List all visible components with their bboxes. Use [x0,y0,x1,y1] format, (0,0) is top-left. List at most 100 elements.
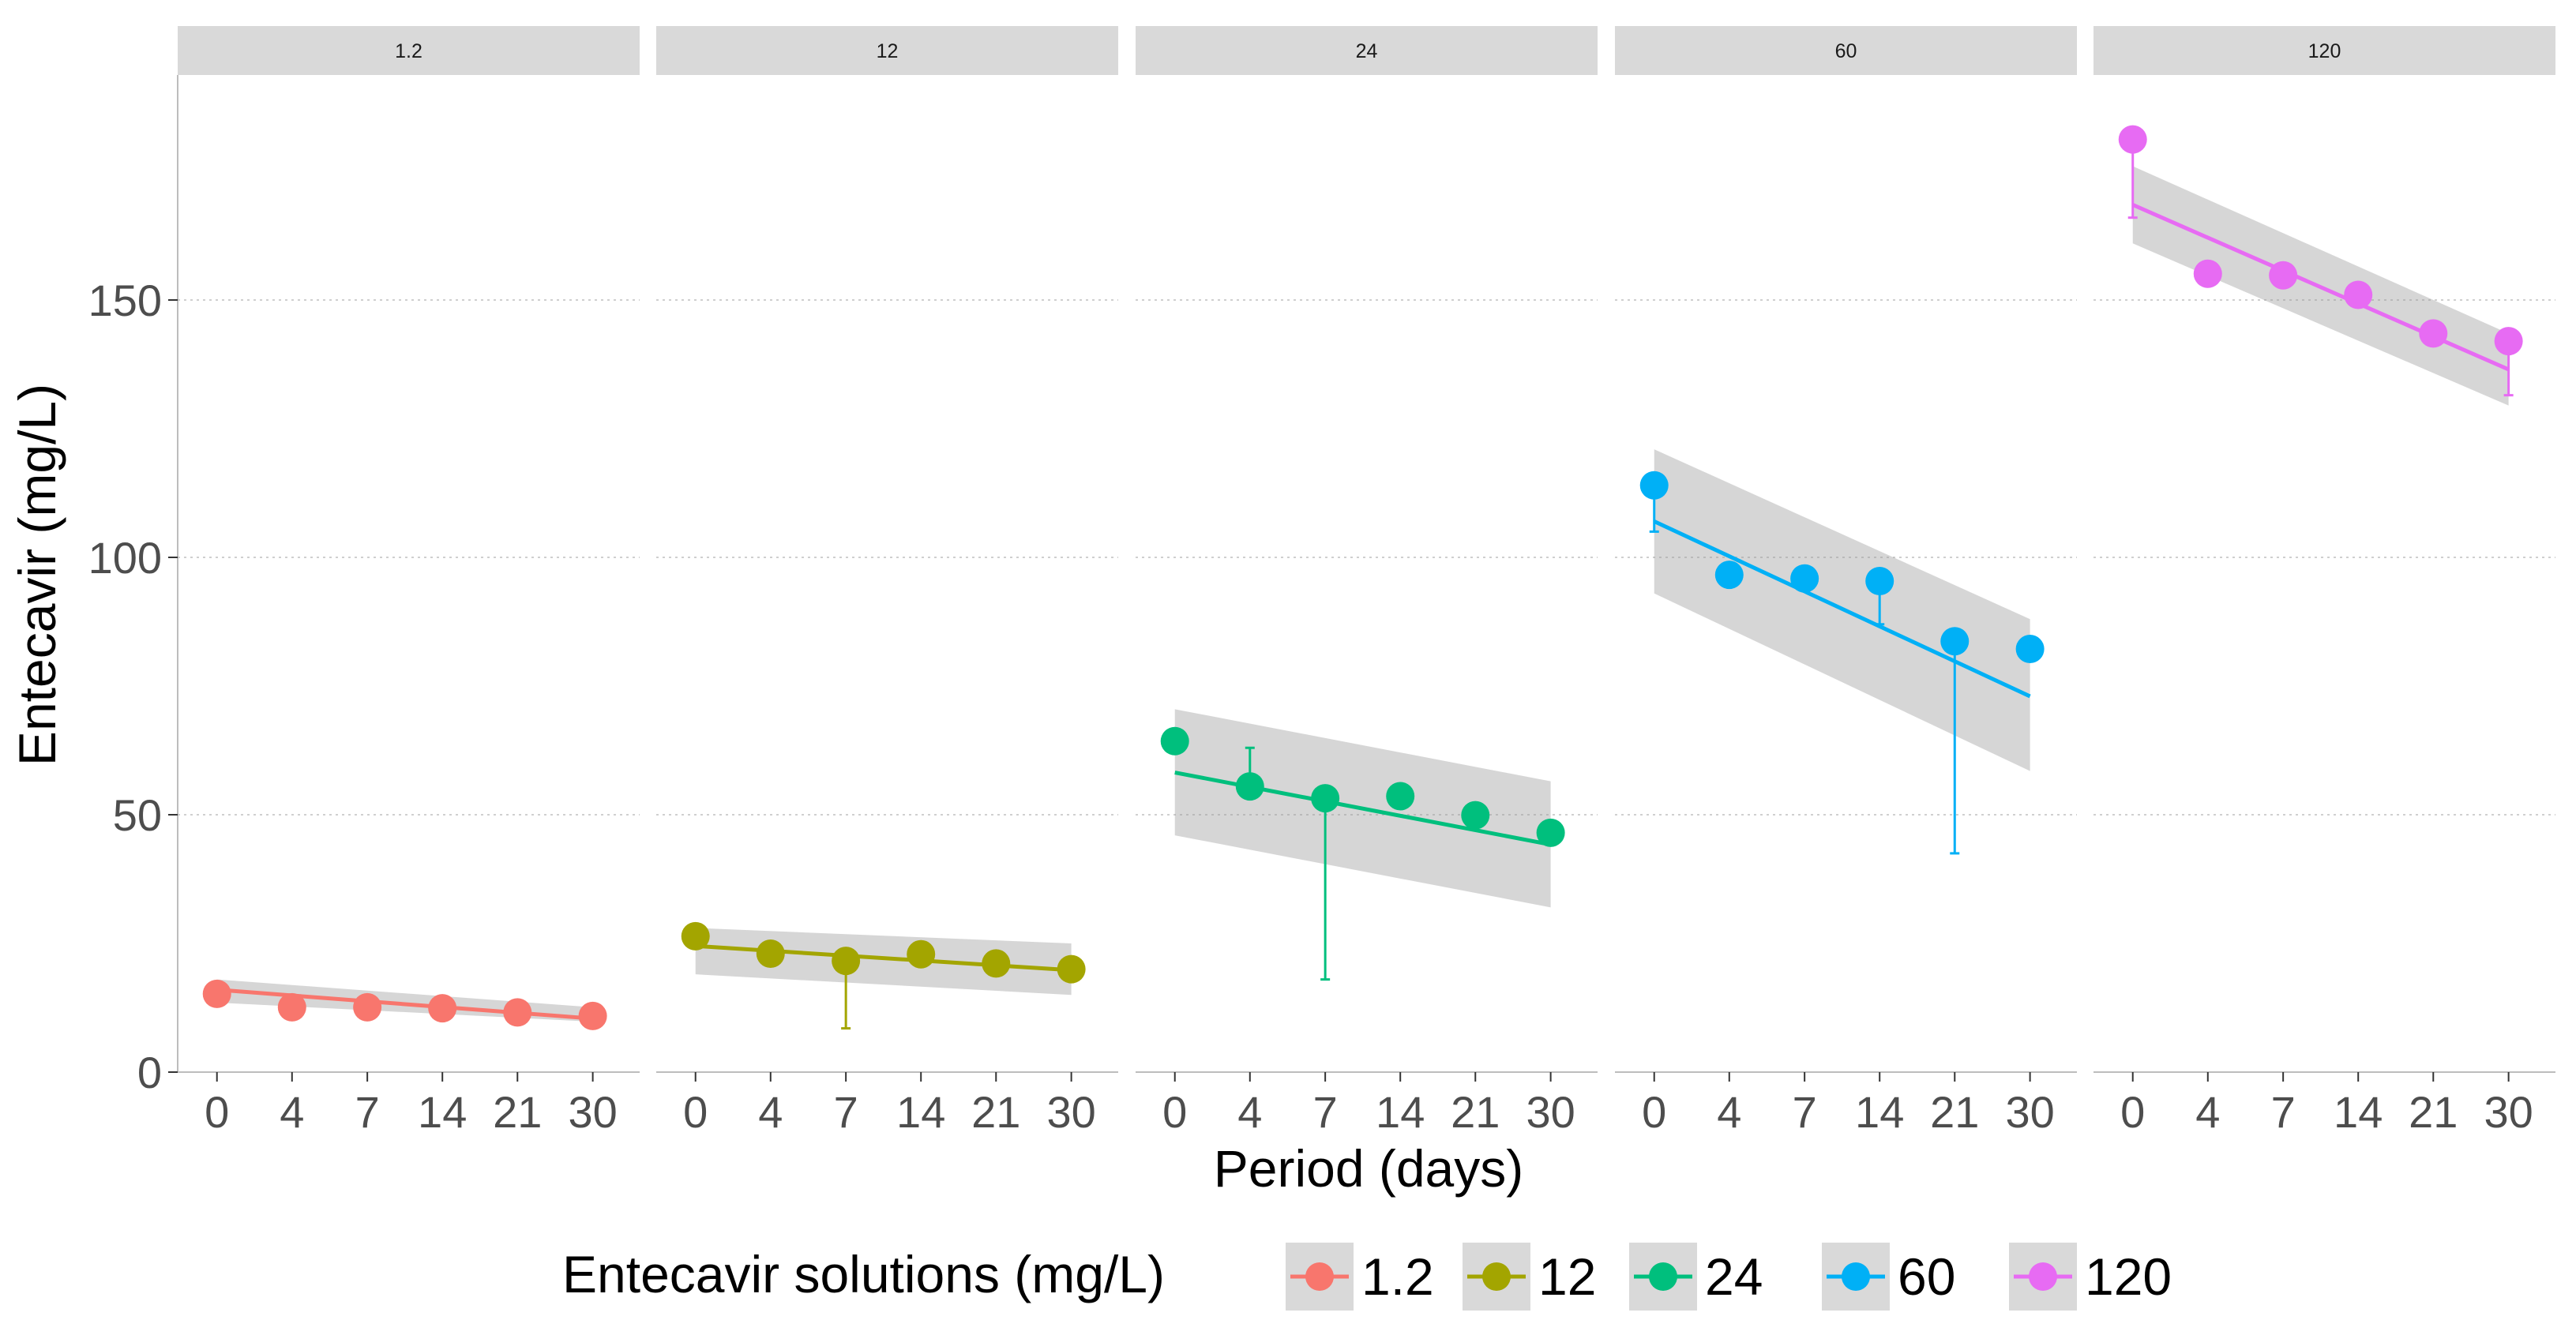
legend-label: 60 [1898,1247,1955,1306]
data-point [2193,259,2222,288]
legend-label: 12 [1538,1247,1596,1306]
data-point [1057,954,1086,984]
x-tick-label: 7 [1793,1087,1817,1137]
data-point [2269,261,2298,290]
data-point [1386,782,1415,811]
data-point [681,921,710,951]
x-tick-label: 14 [1376,1087,1425,1137]
data-point [907,939,936,969]
data-point [2015,635,2045,664]
y-axis-title: Entecavir (mg/L) [8,384,66,766]
data-point [1311,784,1340,813]
facet-strip-label: 1.2 [395,40,422,62]
x-tick-label: 7 [2271,1087,2296,1137]
data-point [756,939,785,969]
facet-strip [178,26,640,75]
facet-strip-label: 120 [2308,40,2341,62]
trend-line [2131,203,2510,372]
legend-item-1.2: 1.2 [1286,1243,1434,1311]
x-tick-label: 30 [1046,1087,1095,1137]
x-tick-label: 14 [418,1087,467,1137]
x-tick-label: 21 [1930,1087,1979,1137]
x-axis-title: Period (days) [1214,1139,1524,1198]
x-tick-label: 30 [568,1087,617,1137]
facet-strip [656,26,1118,75]
legend-item-24: 24 [1629,1243,1763,1311]
facet-strip [2093,26,2555,75]
x-tick-label: 30 [2484,1087,2533,1137]
data-point [1235,772,1264,801]
data-point [1639,471,1669,500]
data-point [2344,280,2373,309]
data-point [1160,726,1189,756]
y-tick-label: 50 [113,790,162,840]
x-tick-label: 21 [493,1087,542,1137]
panel-120: 120 0 4 7 14 21 30 [2093,26,2555,1137]
x-tick-label: 0 [1642,1087,1666,1137]
y-tick-label: 0 [137,1048,162,1097]
legend-label: 24 [1705,1247,1763,1306]
x-tick-label: 14 [1855,1087,1904,1137]
legend: Entecavir solutions (mg/L) 1.2 12 24 60 120 [562,1243,2172,1311]
legend-title: Entecavir solutions (mg/L) [562,1245,1165,1303]
x-tick-label: 14 [896,1087,945,1137]
trend-line [1653,519,2031,699]
legend-label: 1.2 [1361,1247,1434,1306]
data-point [1714,561,1744,590]
data-point [2419,319,2448,348]
confidence-band [695,928,1072,996]
data-point [982,949,1011,978]
legend-label: 120 [2085,1247,2172,1306]
data-point [202,979,231,1008]
x-tick-label: 7 [834,1087,858,1137]
facet-strip-label: 12 [877,40,899,62]
data-point [578,1001,607,1030]
data-point [1865,566,1894,595]
y-tick-label: 100 [88,533,162,583]
panel-1.2: 1.2 0 4 7 14 21 30 [178,26,640,1137]
x-tick-label: 30 [2005,1087,2054,1137]
legend-key-point [1842,1262,1870,1291]
data-point [1940,627,1970,656]
facet-strip [1615,26,2077,75]
data-point [503,998,532,1027]
legend-key-point [1305,1262,1334,1291]
x-tick-label: 21 [971,1087,1020,1137]
x-tick-label: 14 [2334,1087,2383,1137]
x-tick-label: 21 [2409,1087,2458,1137]
data-point [277,992,306,1022]
data-point [1536,818,1565,847]
x-tick-label: 0 [683,1087,708,1137]
facet-strip-label: 60 [1835,40,1857,62]
x-tick-label: 30 [1526,1087,1575,1137]
facet-strip-label: 24 [1356,40,1378,62]
x-tick-label: 4 [280,1087,304,1137]
data-point [832,947,861,976]
legend-item-60: 60 [1822,1243,1955,1311]
x-tick-label: 21 [1451,1087,1500,1137]
legend-key-point [1649,1262,1677,1291]
panel-12: 12 0 4 7 14 21 30 [656,26,1118,1137]
legend-item-120: 120 [2009,1243,2172,1311]
x-tick-label: 4 [1717,1087,1741,1137]
facet-strip [1136,26,1598,75]
y-axis: 0 50 100 150 [88,75,178,1097]
x-tick-label: 7 [1313,1087,1338,1137]
x-tick-label: 4 [758,1087,783,1137]
x-tick-label: 0 [205,1087,229,1137]
legend-key-point [1482,1262,1511,1291]
panel-60: 60 0 4 7 14 21 30 [1615,26,2077,1137]
panel-24: 24 0 4 7 14 21 30 [1136,26,1598,1137]
legend-key-point [2029,1262,2057,1291]
y-tick-label: 150 [88,276,162,325]
x-tick-label: 0 [2120,1087,2145,1137]
x-tick-label: 7 [355,1087,380,1137]
x-tick-label: 4 [2195,1087,2220,1137]
data-point [2118,125,2147,154]
x-tick-label: 4 [1237,1087,1262,1137]
data-point [1790,564,1819,593]
data-point [353,992,382,1022]
data-point [1461,801,1490,830]
